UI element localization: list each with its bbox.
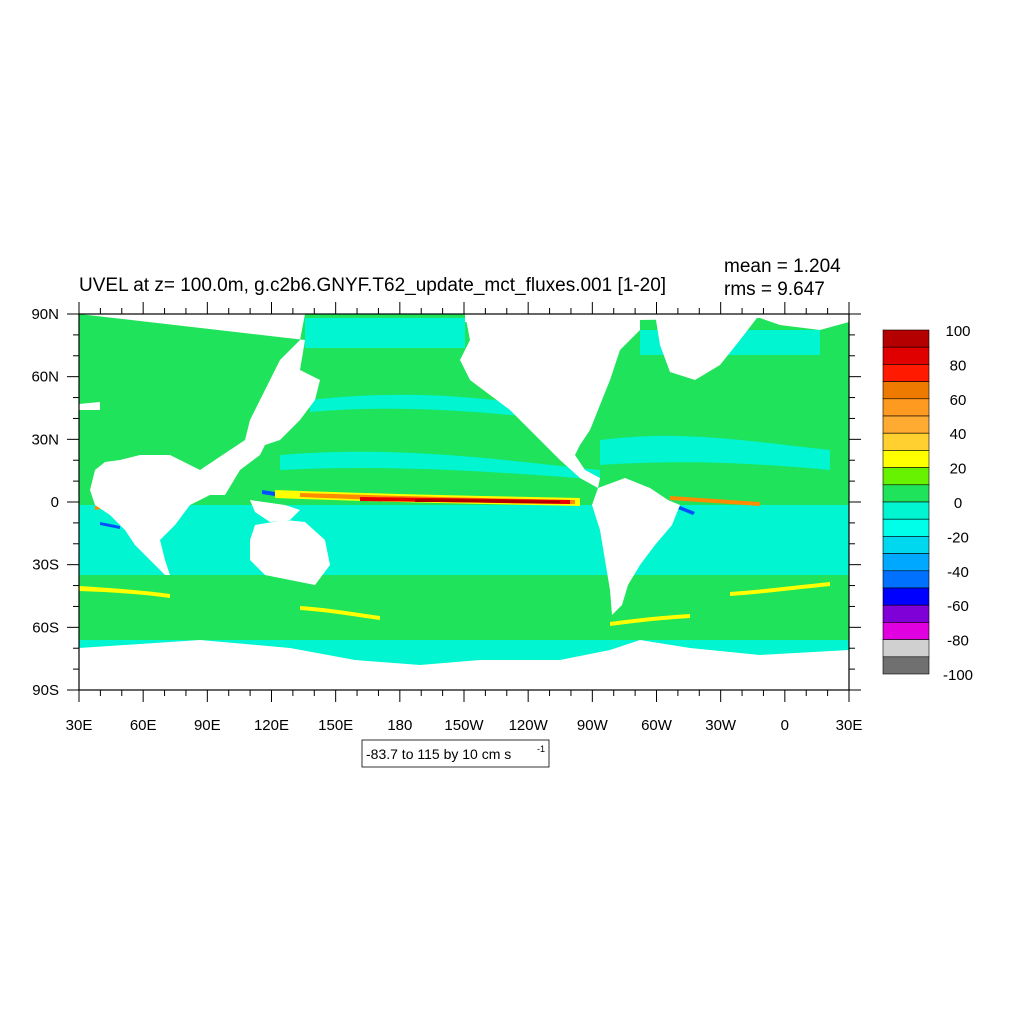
colorbar-label: 40: [950, 426, 967, 443]
colorbar-swatch: [882, 484, 930, 503]
y-tick-label: 30N: [31, 431, 59, 448]
colorbar: [882, 329, 930, 675]
land-maritime-continent: [250, 500, 300, 522]
land-south-america: [592, 478, 680, 615]
y-tick-label: 90S: [32, 682, 59, 699]
x-tick-label: 60E: [130, 717, 157, 734]
colorbar-swatch: [882, 656, 930, 675]
colorbar-labels: 100 80 60 40 20 0 -20 -40 -60 -80 -100: [943, 323, 973, 684]
colorbar-swatch: [882, 398, 930, 417]
colorbar-label: -60: [947, 598, 969, 615]
axis-ticks: [67, 302, 861, 702]
colorbar-label: 0: [954, 495, 962, 512]
colorbar-swatch: [882, 364, 930, 382]
mean-stat: mean = 1.204: [724, 256, 841, 277]
contour-info-superscript: -1: [537, 744, 545, 754]
colorbar-swatch: [882, 329, 930, 348]
contour-info-text: -83.7 to 115 by 10 cm s: [366, 746, 511, 762]
contour-info-box: -83.7 to 115 by 10 cm s -1: [361, 739, 550, 768]
colorbar-swatch: [882, 450, 930, 468]
colorbar-label: -80: [947, 633, 969, 650]
x-tick-label: 60W: [641, 717, 673, 734]
colorbar-swatch: [882, 622, 930, 640]
x-tick-label: 120E: [254, 717, 289, 734]
colorbar-swatch: [882, 467, 930, 486]
map-panel: [67, 302, 861, 702]
land-eurasia-africa: [79, 314, 320, 575]
land-north-america: [460, 314, 640, 488]
colorbar-label: 80: [950, 357, 967, 374]
y-tick-label: 60N: [31, 369, 59, 386]
colorbar-swatch: [882, 587, 930, 606]
x-tick-label: 90E: [194, 717, 221, 734]
y-tick-label: 60S: [32, 619, 59, 636]
colorbar-label: -40: [947, 564, 969, 581]
colorbar-swatch: [882, 639, 930, 658]
colorbar-swatch: [882, 518, 930, 537]
colorbar-swatch: [882, 432, 930, 451]
westward-jets: [100, 490, 695, 529]
colorbar-swatch: [882, 381, 930, 400]
x-axis-labels: 30E 60E 90E 120E 150E 180 150W 120W 90W 60W 30W 0 30…: [66, 717, 863, 734]
y-tick-label: 90N: [31, 306, 59, 323]
land-antarctica: [79, 640, 849, 690]
acc-jet-streaks: [79, 582, 830, 626]
x-tick-label: 150E: [318, 717, 353, 734]
colorbar-swatch: [882, 553, 930, 572]
land-australia: [250, 520, 330, 585]
land-greenland: [655, 314, 760, 380]
y-tick-label: 30S: [32, 557, 59, 574]
colorbar-swatch: [882, 501, 930, 520]
colorbar-label: 100: [945, 323, 970, 340]
x-tick-label: 150W: [444, 717, 484, 734]
plot-title: UVEL at z= 100.0m, g.c2b6.GNYF.T62_updat…: [79, 275, 666, 296]
colorbar-swatch: [882, 415, 930, 434]
land-masses: [79, 314, 849, 690]
x-tick-label: 120W: [509, 717, 549, 734]
land-arctic: [465, 314, 849, 330]
x-tick-label: 0: [781, 717, 789, 734]
x-tick-label: 30E: [66, 717, 93, 734]
colorbar-label: 20: [950, 461, 967, 478]
colorbar-label: -20: [947, 529, 969, 546]
x-tick-label: 30W: [705, 717, 737, 734]
colorbar-swatch: [882, 570, 930, 589]
x-tick-label: 180: [387, 717, 412, 734]
y-axis-labels: 90N 60N 30N 0 30S 60S 90S: [31, 306, 59, 699]
colorbar-label: 60: [950, 392, 967, 409]
colorbar-label: -100: [943, 667, 973, 684]
x-tick-label: 90W: [577, 717, 609, 734]
y-tick-label: 0: [51, 494, 59, 511]
colorbar-swatch: [882, 604, 930, 623]
x-tick-label: 30E: [836, 717, 863, 734]
colorbar-swatch: [882, 346, 930, 365]
rms-stat: rms = 9.647: [724, 279, 825, 300]
colorbar-swatch: [882, 536, 930, 554]
